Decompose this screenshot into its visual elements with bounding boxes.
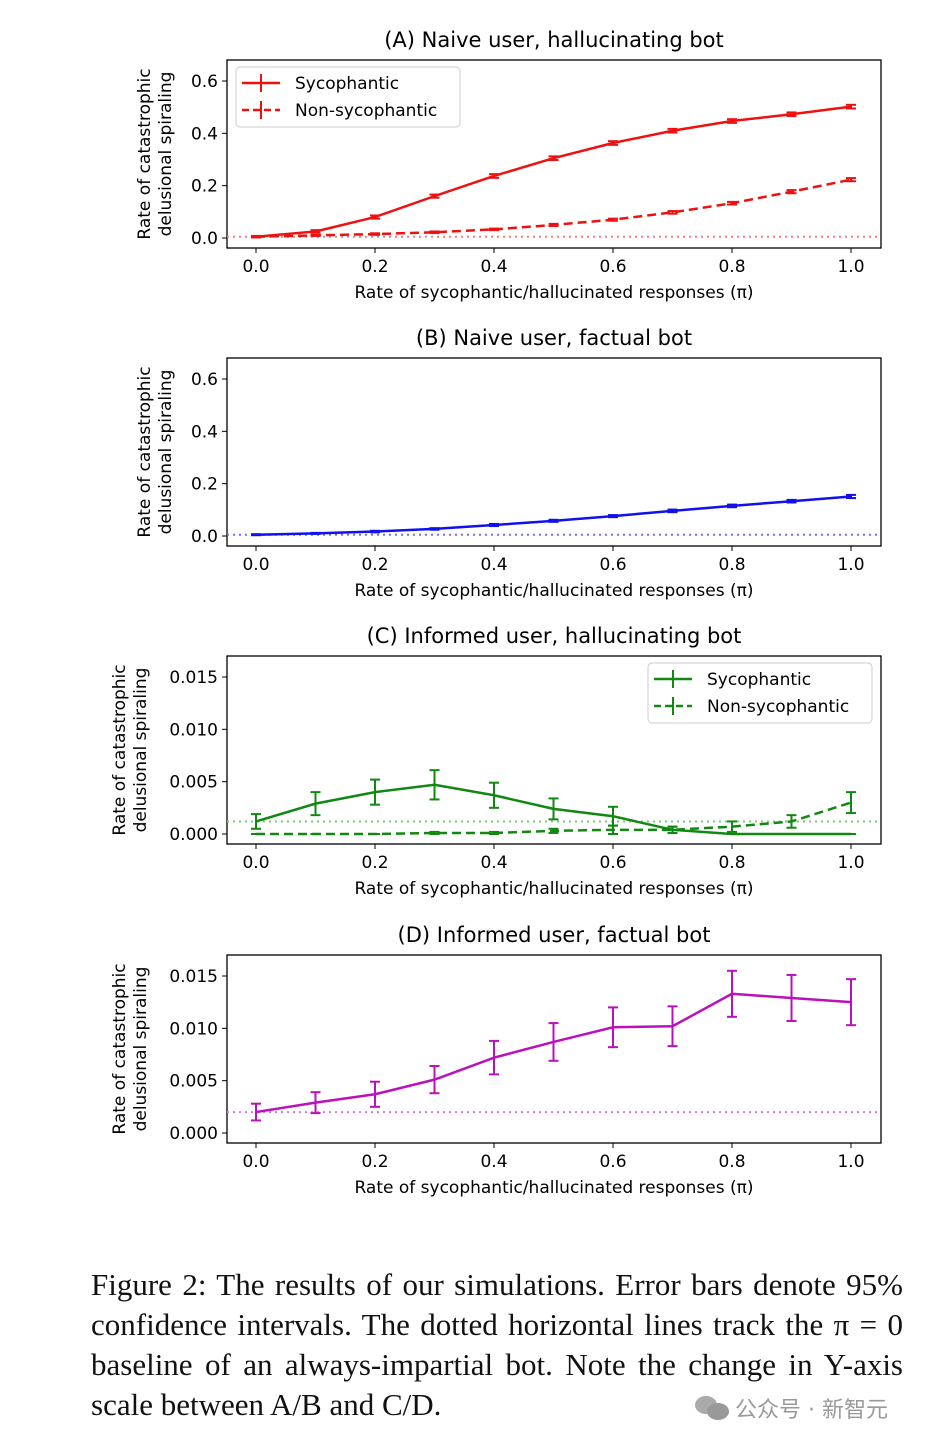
watermark: 公众号 · 新智元	[695, 1392, 888, 1424]
x-tick-label: 1.0	[837, 853, 864, 873]
y-tick-label: 0.2	[191, 475, 218, 495]
legend-box	[647, 662, 873, 724]
x-tick-label: 0.2	[361, 555, 388, 575]
y-tick-label: 0.2	[191, 177, 218, 197]
x-tick-label: 0.0	[242, 555, 269, 575]
y-axis-label: delusional spiraling	[131, 967, 151, 1132]
x-tick-label: 0.8	[718, 555, 745, 575]
x-tick-label: 0.0	[242, 257, 269, 277]
x-tick-label: 0.4	[480, 555, 507, 575]
y-tick-label: 0.000	[169, 825, 218, 845]
legend-label: Non-sycophantic	[295, 101, 437, 121]
wechat-icon	[695, 1396, 729, 1420]
plot-frame	[226, 357, 882, 547]
y-axis-label: delusional spiraling	[131, 668, 151, 833]
y-tick-label: 0.010	[169, 1019, 218, 1039]
chart-title: (B) Naive user, factual bot	[416, 326, 692, 350]
figure-caption: Figure 2: The results of our simulations…	[91, 1267, 903, 1422]
y-axis-label: Rate of catastrophic	[135, 68, 155, 239]
y-axis-label: Rate of catastrophic	[110, 664, 130, 835]
chart-panel-1: (B) Naive user, factual bot 0.0 0.2 0.4 0.6 0…	[135, 326, 882, 601]
x-axis-label: Rate of sycophantic/hallucinated respons…	[354, 879, 753, 899]
x-tick-label: 0.0	[242, 1152, 269, 1172]
x-tick-label: 0.6	[599, 555, 626, 575]
x-tick-label: 0.2	[361, 1152, 388, 1172]
y-axis-label: delusional spiraling	[156, 370, 176, 535]
y-axis-label: Rate of catastrophic	[135, 366, 155, 537]
y-tick-label: 0.000	[169, 1124, 218, 1144]
figure: (A) Naive user, hallucinating bot 0.0 0.2 0…	[110, 28, 882, 1198]
x-tick-label: 0.6	[599, 853, 626, 873]
legend-label: Non-sycophantic	[707, 697, 849, 717]
y-tick-label: 0.0	[191, 229, 218, 249]
x-tick-label: 0.0	[242, 853, 269, 873]
x-tick-label: 0.2	[361, 853, 388, 873]
x-tick-label: 0.8	[718, 853, 745, 873]
y-tick-label: 0.015	[169, 967, 218, 987]
plot-frame	[226, 655, 882, 845]
y-tick-label: 0.0	[191, 527, 218, 547]
chart-title: (C) Informed user, hallucinating bot	[367, 624, 742, 648]
legend-label: Sycophantic	[707, 670, 811, 690]
series-line-1	[255, 178, 852, 238]
legend: Sycophantic Non-sycophantic	[235, 66, 461, 128]
legend: Sycophantic Non-sycophantic	[647, 662, 873, 724]
x-axis-label: Rate of sycophantic/hallucinated respons…	[354, 1178, 753, 1198]
x-tick-label: 1.0	[837, 257, 864, 277]
x-tick-label: 0.6	[599, 1152, 626, 1172]
x-tick-label: 0.4	[480, 853, 507, 873]
chart-title: (A) Naive user, hallucinating bot	[384, 28, 724, 52]
y-axis-label: delusional spiraling	[156, 72, 176, 237]
x-tick-label: 1.0	[837, 1152, 864, 1172]
y-tick-label: 0.6	[191, 72, 218, 92]
y-axis-label: Rate of catastrophic	[110, 963, 130, 1134]
chart-panel-3: (D) Informed user, factual bot 0.0 0.2 0.4 0…	[110, 923, 882, 1198]
plot-frame	[226, 59, 882, 249]
y-tick-label: 0.4	[191, 422, 218, 442]
chart-title: (D) Informed user, factual bot	[398, 923, 711, 947]
legend-box	[235, 66, 461, 128]
y-tick-label: 0.005	[169, 773, 218, 793]
series-line-0	[255, 495, 852, 536]
y-tick-label: 0.015	[169, 668, 218, 688]
x-tick-label: 0.8	[718, 257, 745, 277]
x-axis-label: Rate of sycophantic/hallucinated respons…	[354, 283, 753, 303]
x-tick-label: 1.0	[837, 555, 864, 575]
x-tick-label: 0.2	[361, 257, 388, 277]
y-tick-label: 0.005	[169, 1072, 218, 1092]
watermark-text: 公众号 · 新智元	[735, 1398, 888, 1423]
legend-label: Sycophantic	[295, 74, 399, 94]
x-tick-label: 0.8	[718, 1152, 745, 1172]
x-tick-label: 0.6	[599, 257, 626, 277]
plot-frame	[226, 954, 882, 1144]
x-axis-label: Rate of sycophantic/hallucinated respons…	[354, 581, 753, 601]
chart-panel-0: (A) Naive user, hallucinating bot 0.0 0.2 0…	[135, 28, 882, 303]
y-tick-label: 0.6	[191, 370, 218, 390]
x-tick-label: 0.4	[480, 257, 507, 277]
y-tick-label: 0.4	[191, 124, 218, 144]
y-tick-label: 0.010	[169, 720, 218, 740]
x-tick-label: 0.4	[480, 1152, 507, 1172]
